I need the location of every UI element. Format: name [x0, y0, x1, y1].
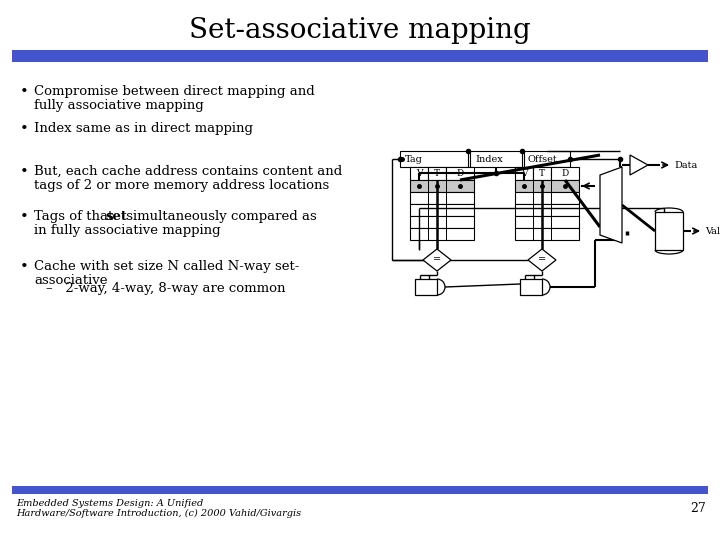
Bar [515, 167, 533, 180]
Bar [410, 204, 474, 216]
Text: –   2-way, 4-way, 8-way are common: – 2-way, 4-way, 8-way are common [46, 282, 286, 295]
Bar [410, 192, 474, 204]
Text: associative: associative [34, 274, 107, 287]
Text: tags of 2 or more memory address locations: tags of 2 or more memory address locatio… [34, 179, 329, 192]
Bar [400, 151, 468, 167]
Text: But, each cache address contains content and: But, each cache address contains content… [34, 165, 342, 178]
Text: set: set [106, 210, 127, 223]
Bar [470, 151, 522, 167]
Text: D: D [456, 170, 464, 179]
Text: T: T [434, 170, 440, 179]
Text: Set-associative mapping: Set-associative mapping [189, 17, 531, 44]
Text: •: • [20, 210, 29, 224]
Text: 27: 27 [690, 502, 706, 515]
Text: fully associative mapping: fully associative mapping [34, 99, 204, 112]
Bar [446, 167, 474, 180]
Polygon shape [423, 249, 451, 271]
Text: •: • [20, 165, 29, 179]
Text: Index same as in direct mapping: Index same as in direct mapping [34, 122, 253, 135]
Bar [551, 167, 579, 180]
Bar [655, 212, 683, 250]
Text: Offset: Offset [528, 154, 558, 164]
Polygon shape [630, 155, 648, 175]
Bar [520, 279, 542, 295]
Text: =: = [538, 255, 546, 265]
Text: •: • [20, 260, 29, 274]
Bar [515, 192, 579, 204]
Bar [428, 167, 446, 180]
Bar [410, 216, 474, 228]
Text: Index: Index [475, 154, 503, 164]
Bar [12, 50, 708, 62]
Bar [410, 180, 474, 192]
Text: in fully associative mapping: in fully associative mapping [34, 224, 220, 237]
Bar [415, 279, 437, 295]
Bar [515, 228, 579, 240]
Text: •: • [20, 122, 29, 136]
Text: Data: Data [674, 160, 697, 170]
Text: Embedded Systems Design: A Unified: Embedded Systems Design: A Unified [16, 498, 203, 508]
Polygon shape [528, 249, 556, 271]
Polygon shape [600, 167, 622, 243]
Text: Valid: Valid [705, 226, 720, 235]
Text: •: • [20, 85, 29, 99]
Text: =: = [433, 255, 441, 265]
Text: D: D [562, 170, 569, 179]
Text: T: T [539, 170, 545, 179]
Bar [12, 486, 708, 494]
Bar [524, 151, 570, 167]
Text: V: V [521, 170, 527, 179]
Text: Tags of that: Tags of that [34, 210, 117, 223]
Bar [533, 167, 551, 180]
Text: Compromise between direct mapping and: Compromise between direct mapping and [34, 85, 315, 98]
Bar [410, 228, 474, 240]
Text: Tag: Tag [405, 154, 423, 164]
Bar [515, 216, 579, 228]
Bar [515, 204, 579, 216]
Text: simultaneously compared as: simultaneously compared as [122, 210, 317, 223]
Bar [515, 180, 579, 192]
Bar [410, 167, 428, 180]
Text: V: V [415, 170, 422, 179]
Text: Hardware/Software Introduction, (c) 2000 Vahid/Givargis: Hardware/Software Introduction, (c) 2000… [16, 509, 301, 517]
Text: Cache with set size N called N-way set-: Cache with set size N called N-way set- [34, 260, 300, 273]
